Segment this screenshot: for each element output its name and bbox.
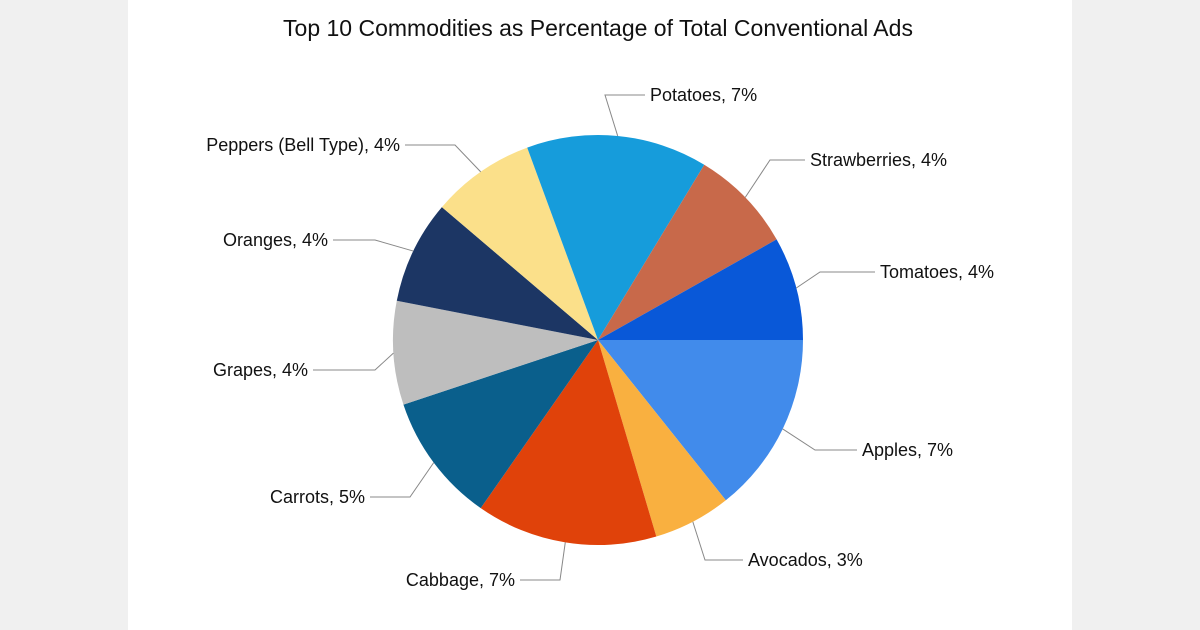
leader-line — [370, 462, 435, 498]
slice-label: Carrots, 5% — [270, 487, 365, 507]
slice-label: Grapes, 4% — [213, 360, 308, 380]
pie-slice-carrots — [403, 340, 598, 509]
slice-label: Cabbage, 7% — [406, 570, 515, 590]
slice-label: Apples, 7% — [862, 440, 953, 460]
leader-line — [744, 159, 805, 198]
leader-line — [692, 521, 743, 561]
leader-line — [405, 144, 482, 173]
pie-slice-grapes — [393, 300, 598, 405]
slice-label: Potatoes, 7% — [650, 85, 757, 105]
leader-line — [520, 542, 566, 581]
leader-line — [782, 428, 857, 451]
slice-label: Oranges, 4% — [223, 230, 328, 250]
slice-label: Tomatoes, 4% — [880, 262, 994, 282]
pie-slice-oranges — [396, 207, 598, 340]
pie-slice-strawberries — [598, 164, 777, 340]
leader-line — [796, 271, 875, 289]
leader-line — [333, 239, 414, 252]
pie-slice-tomatoes — [598, 239, 803, 340]
pie-slice-peppers-bell-type — [441, 147, 598, 340]
leader-line — [313, 352, 394, 371]
pie-slice-potatoes — [527, 135, 705, 340]
pie-slice-avocados — [598, 340, 726, 537]
pie-slice-cabbage — [480, 340, 657, 545]
pie-slice-apples — [598, 340, 803, 501]
leader-line — [604, 94, 645, 137]
slice-label: Peppers (Bell Type), 4% — [206, 135, 400, 155]
chart-title: Top 10 Commodities as Percentage of Tota… — [283, 15, 913, 41]
slice-label: Avocados, 3% — [748, 550, 863, 570]
slice-label: Strawberries, 4% — [810, 150, 947, 170]
